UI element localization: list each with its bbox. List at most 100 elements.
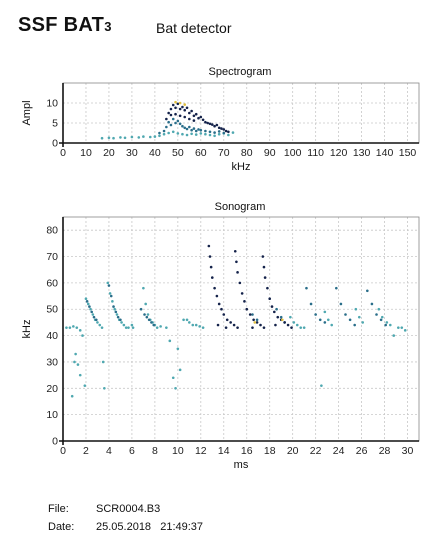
spectrogram-data-point [199, 132, 203, 135]
sonogram-data-point [236, 326, 239, 329]
sonogram-data-point [76, 363, 80, 366]
app-title-main: SSF BAT [18, 14, 105, 36]
sonogram-data-point [344, 313, 347, 316]
spectrogram-data-point [220, 127, 223, 130]
sonogram-data-point [174, 386, 177, 390]
sonogram-data-point [74, 352, 77, 356]
sonogram-data-point [88, 305, 91, 308]
spectrogram-ytick-label: 5 [52, 118, 58, 130]
sonogram-plot-frame [62, 216, 420, 442]
sonogram-data-point [119, 318, 122, 322]
spectrogram-data-point [123, 136, 127, 140]
sonogram-data-point [91, 313, 95, 316]
spectrogram-xtick-label: 20 [103, 147, 115, 159]
spectrogram-data-point [107, 136, 111, 140]
sonogram-data-point [182, 318, 185, 322]
sonogram-data-point [275, 307, 278, 311]
spectrogram-data-point [174, 112, 177, 116]
sonogram-xtick-label: 0 [60, 445, 66, 457]
spectrogram-title: Spectrogram [208, 66, 272, 78]
sonogram-data-point [85, 300, 89, 303]
spectrogram-data-point [176, 102, 180, 106]
spectrogram-xtick-label: 120 [330, 147, 348, 159]
sonogram-data-point [236, 271, 239, 274]
sonogram-data-point [283, 321, 286, 324]
sonogram-data-point [302, 326, 306, 329]
sonogram-data-point [122, 323, 126, 327]
spectrogram-data-point [178, 122, 182, 126]
sonogram-data-point [171, 376, 175, 380]
spectrogram-data-point [227, 133, 230, 137]
sonogram-data-point [268, 297, 272, 300]
spectrogram-data-point [181, 124, 184, 128]
sonogram-data-point [131, 326, 135, 329]
sonogram-data-point [320, 384, 323, 387]
spectrogram-data-point [171, 103, 175, 107]
spectrogram-data-point [199, 128, 203, 132]
sonogram-data-point [233, 249, 237, 253]
spectrogram-data-point [210, 123, 214, 126]
sonogram-data-point [366, 289, 369, 293]
sonogram-data-point [292, 321, 296, 324]
sonogram-data-point [379, 318, 383, 322]
spectrogram-xtick-label: 130 [353, 147, 371, 159]
sonogram-data-point [147, 318, 151, 322]
sonogram-data-point [124, 326, 128, 329]
spectrogram-data-point [190, 128, 193, 132]
sonogram-data-point [209, 265, 213, 269]
spectrogram-data-point [222, 131, 226, 135]
sonogram-data-point [109, 294, 113, 298]
spectrogram-data-point [178, 107, 182, 111]
spectrogram-xtick-label: 150 [399, 147, 417, 159]
sonogram-data-point [83, 384, 87, 387]
sonogram-data-point [400, 326, 404, 329]
spectrogram-data-point [217, 126, 221, 130]
spectrogram-xtick-label: 0 [60, 147, 66, 159]
sonogram-data-point [305, 286, 308, 290]
sonogram-data-point [72, 325, 75, 328]
sonogram-ytick-label: 20 [46, 383, 58, 395]
sonogram-data-point [357, 315, 361, 319]
sonogram-data-point [281, 318, 284, 322]
sonogram-ytick-label: 60 [46, 277, 58, 289]
spectrogram-xtick-label: 50 [172, 147, 184, 159]
sonogram-data-point [385, 321, 389, 324]
spectrogram-data-point [171, 117, 175, 121]
sonogram-xtick-label: 12 [195, 445, 207, 457]
sonogram-data-point [235, 260, 238, 264]
spectrogram-data-point [188, 111, 191, 115]
sonogram-xtick-label: 14 [218, 445, 230, 457]
sonogram-data-point [116, 315, 120, 319]
sonogram-data-point [114, 310, 118, 314]
sonogram-data-point [232, 323, 236, 327]
spectrogram-data-point [158, 131, 161, 135]
sonogram-xtick-label: 20 [287, 445, 299, 457]
spectrogram-data-point [188, 117, 191, 121]
sonogram-data-point [127, 326, 130, 329]
spectrogram-data-point [100, 136, 104, 140]
sonogram-data-point [392, 334, 396, 337]
sonogram-data-point [84, 297, 88, 300]
sonogram-data-point [142, 286, 145, 290]
spectrogram-data-point [181, 132, 184, 136]
sonogram-data-point [289, 315, 292, 319]
sonogram-data-point [143, 313, 146, 316]
spectrogram-data-point [208, 133, 212, 137]
spectrogram-data-point [204, 120, 207, 124]
sonogram-xtick-label: 30 [402, 445, 414, 457]
spectrogram-data-point [217, 132, 221, 136]
sonogram-data-point [323, 321, 327, 324]
sonogram-data-point [78, 373, 82, 377]
sonogram-data-point [262, 265, 266, 269]
sonogram-ytick-label: 50 [46, 304, 58, 316]
sonogram-data-point [309, 302, 313, 306]
sonogram-data-point [261, 255, 265, 258]
spectrogram-data-point [231, 131, 235, 134]
spectrogram-xtick-label: 40 [149, 147, 161, 159]
spectrogram-xtick-label: 60 [195, 147, 207, 159]
sonogram-data-point [290, 326, 293, 329]
sonogram-data-point [384, 323, 387, 327]
sonogram-data-point [270, 305, 274, 308]
sonogram-data-point [159, 325, 162, 328]
spectrogram-data-point [119, 136, 122, 139]
